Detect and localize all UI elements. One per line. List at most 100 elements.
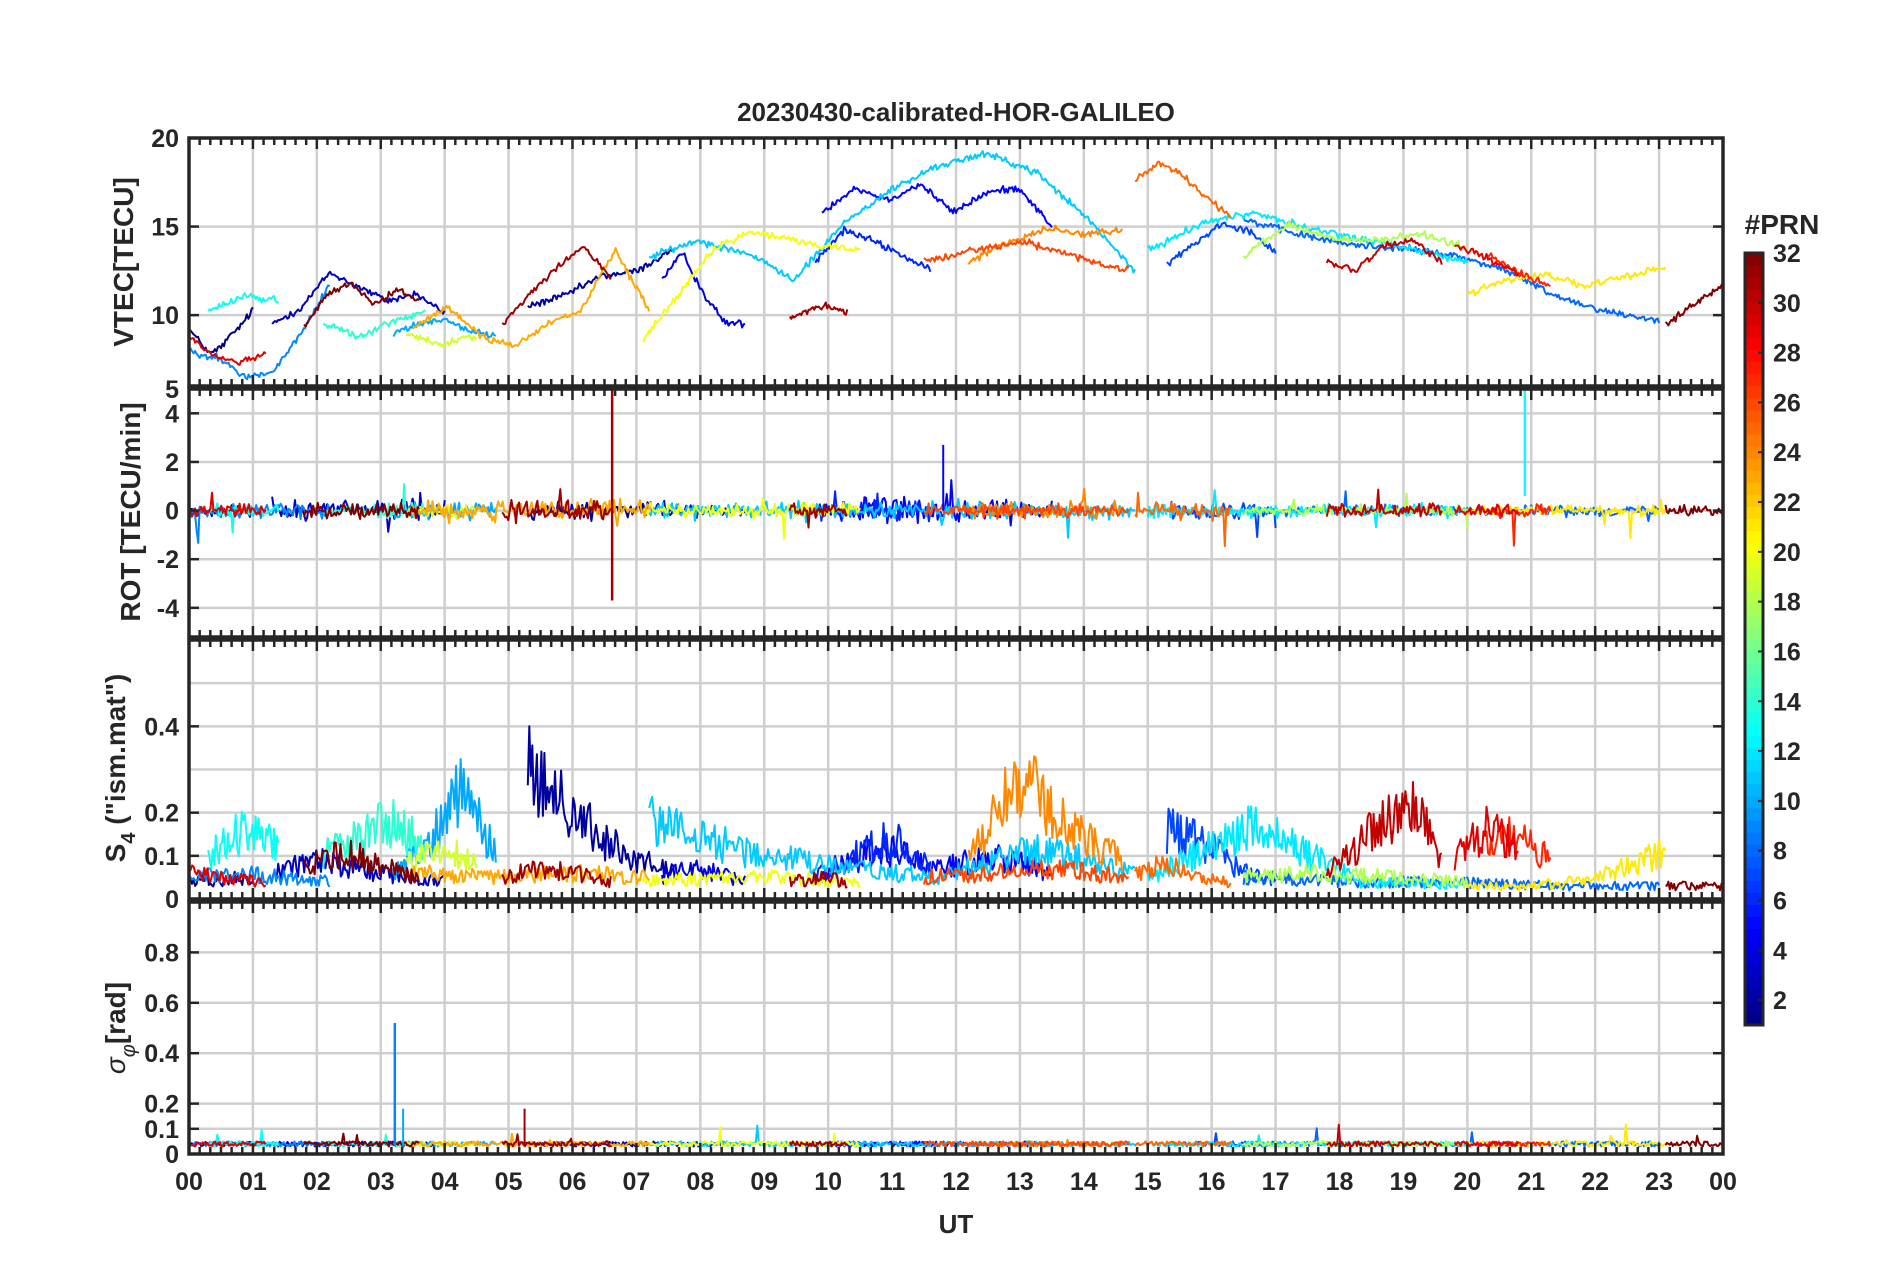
y-axis-label-s4: S4 ("ism.mat") — [100, 674, 140, 863]
trace-prn-14 — [322, 798, 427, 869]
colorbar-segment — [1745, 566, 1763, 580]
y-tick-label: 4 — [165, 400, 179, 428]
colorbar-segment — [1745, 687, 1763, 700]
y-tick-label: -4 — [157, 595, 179, 623]
x-tick-label: 19 — [1390, 1168, 1418, 1196]
trace-prn-30 — [1325, 1123, 1443, 1148]
colorbar-tick-label: 16 — [1773, 638, 1801, 666]
trace-prn-27 — [1485, 252, 1551, 288]
x-tick-label: 13 — [1006, 1168, 1034, 1196]
vtec-panel: 10 15 20 — [151, 125, 1725, 388]
y-tick-label: 0 — [165, 498, 179, 526]
colorbar-tick-label: 30 — [1773, 290, 1801, 318]
x-tick-label: 14 — [1070, 1168, 1098, 1196]
colorbar-segment — [1745, 602, 1763, 616]
y-axis-label-sigma: σφ[rad] — [100, 982, 140, 1074]
trace-prn-26 — [923, 859, 1130, 886]
trace-prn-6 — [814, 822, 932, 881]
colorbar-segment — [1745, 964, 1763, 978]
sigma-traces — [189, 1022, 1723, 1148]
trace-prn-32 — [1664, 283, 1723, 327]
colorbar-segment — [1745, 373, 1763, 387]
trace-prn-12 — [1147, 210, 1469, 265]
colorbar-segment — [1745, 711, 1763, 725]
y-axis-label-vtec: VTEC[TECU] — [108, 177, 139, 347]
trace-prn-6 — [814, 490, 932, 523]
y-tick-label: -2 — [157, 546, 179, 574]
colorbar-segment — [1745, 301, 1763, 314]
colorbar-tick-label: 2 — [1773, 987, 1787, 1015]
trace-prn-25 — [1134, 160, 1232, 219]
x-tick-label: 08 — [686, 1168, 714, 1196]
colorbar-segment — [1745, 723, 1763, 737]
colorbar-segment — [1745, 952, 1763, 966]
x-tick-label: 15 — [1134, 1168, 1162, 1196]
x-tick-label: 09 — [750, 1168, 778, 1196]
y-axis-label-rot: ROT [TECU/min] — [115, 402, 146, 621]
trace-prn-4 — [661, 859, 747, 886]
s4-traces — [189, 725, 1723, 892]
trace-prn-18 — [1242, 220, 1468, 260]
colorbar-segment — [1745, 795, 1763, 809]
trace-prn-32 — [303, 839, 421, 884]
trace-prn-11 — [649, 150, 1136, 283]
colorbar-segment — [1745, 832, 1763, 845]
colorbar-tick-label: 14 — [1773, 688, 1801, 716]
x-tick-label: 01 — [239, 1168, 267, 1196]
trace-prn-13 — [207, 810, 280, 870]
colorbar-tick-label: 12 — [1773, 738, 1801, 766]
trace-prn-31 — [788, 1140, 848, 1148]
trace-prn-23 — [411, 497, 651, 527]
trace-prn-21 — [1466, 266, 1667, 297]
trace-prn-31 — [501, 860, 612, 889]
trace-prn-13 — [208, 502, 280, 534]
trace-prn-31 — [501, 246, 612, 326]
colorbar-tick-label: 24 — [1773, 439, 1801, 467]
colorbar-segment — [1745, 458, 1763, 471]
trace-prn-32 — [303, 501, 420, 520]
trace-prn-29 — [1454, 244, 1520, 277]
x-tick-label: 21 — [1517, 1168, 1545, 1196]
colorbar-segment — [1745, 759, 1763, 773]
colorbar-segment — [1745, 976, 1763, 990]
colorbar-segment — [1745, 880, 1763, 893]
sigma-label-main: σ — [100, 1056, 131, 1074]
colorbar-segment — [1745, 337, 1763, 351]
sigma-phi-panel: 00.10.2 0.4 0.6 0.8 — [144, 900, 1725, 1169]
trace-prn-31 — [788, 301, 849, 320]
y-tick-label: 0.8 — [144, 939, 179, 967]
rot-panel: -4 -2 0 2 45 — [157, 376, 1725, 639]
trace-prn-10 — [392, 317, 497, 339]
trace-prn-32 — [1664, 1134, 1723, 1148]
trace-prn-1 — [189, 869, 254, 888]
colorbar-segment — [1745, 892, 1763, 905]
trace-prn-30 — [1325, 488, 1443, 518]
y-tick-label: 15 — [151, 214, 179, 242]
trace-prn-29 — [189, 864, 267, 888]
colorbar-segment — [1745, 590, 1763, 604]
trace-prn-32 — [1665, 880, 1723, 892]
colorbar-segment — [1745, 385, 1763, 399]
y-tick-label: 0.2 — [144, 1091, 179, 1119]
colorbar-segment — [1745, 482, 1763, 495]
y-tick-label: 0.6 — [144, 990, 179, 1018]
y-tick-label: 0.1 — [144, 843, 179, 871]
trace-prn-31 — [501, 488, 612, 525]
colorbar-segment — [1745, 904, 1763, 918]
trace-prn-23 — [411, 863, 651, 886]
colorbar-segment — [1745, 494, 1763, 507]
trace-prn-26 — [923, 502, 1130, 520]
trace-prn-29 — [1453, 503, 1520, 518]
colorbar-segment — [1745, 819, 1763, 833]
x-tick-label: 06 — [559, 1168, 587, 1196]
x-tick-label: 04 — [431, 1168, 459, 1196]
colorbar-segment — [1745, 409, 1763, 423]
colorbar-segment — [1745, 554, 1763, 568]
y-tick-label: 0.4 — [144, 713, 179, 741]
colorbar-segment — [1745, 928, 1763, 942]
colorbar-segment — [1745, 530, 1763, 544]
colorbar-segment — [1745, 421, 1763, 435]
colorbar-segment — [1745, 651, 1763, 664]
